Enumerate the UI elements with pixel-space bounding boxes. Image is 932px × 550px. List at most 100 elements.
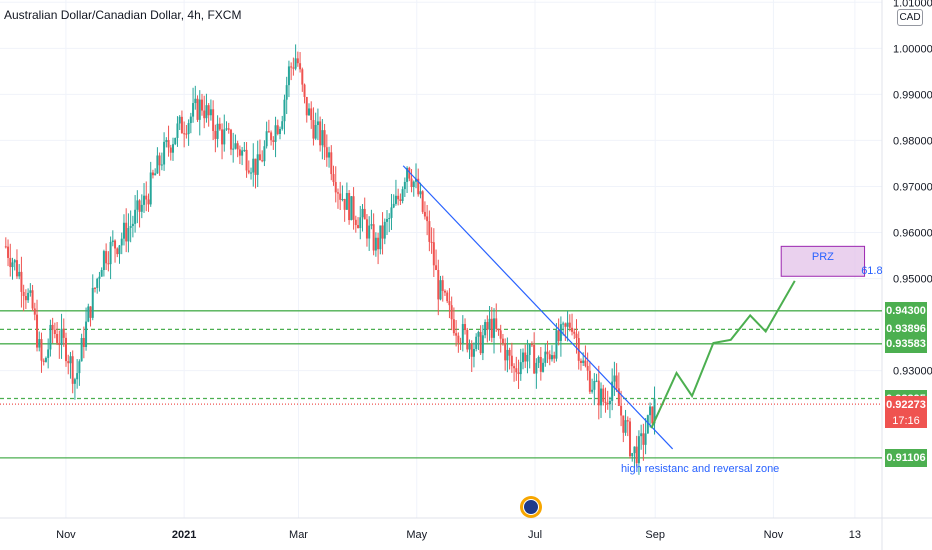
candle — [283, 94, 286, 135]
candle — [350, 195, 353, 221]
candle — [125, 208, 128, 253]
candle — [7, 239, 10, 267]
candle — [328, 146, 331, 168]
candle — [252, 143, 255, 187]
candle-body — [383, 221, 386, 239]
candle — [145, 181, 148, 212]
candle — [207, 103, 210, 127]
candle — [305, 96, 308, 123]
candle — [379, 225, 382, 255]
candle-body — [606, 402, 609, 405]
candle-body — [100, 270, 103, 277]
candle-body — [555, 330, 558, 359]
candle — [357, 217, 360, 229]
candle — [600, 382, 603, 418]
candle — [279, 126, 282, 140]
candle — [314, 112, 317, 140]
candle — [89, 306, 92, 327]
candle-body — [279, 128, 282, 134]
candle — [58, 330, 61, 359]
candle — [96, 277, 99, 294]
candle — [209, 99, 212, 121]
candle-body — [443, 290, 446, 293]
candle-body — [183, 133, 186, 135]
y-tick-label: 0.95000 — [893, 274, 932, 286]
candle-body — [548, 354, 551, 360]
candle-body — [517, 372, 520, 375]
candle-body — [196, 98, 199, 120]
candle — [435, 249, 438, 271]
candle — [359, 205, 362, 240]
candle — [330, 145, 333, 181]
candle-body — [265, 131, 268, 147]
candle-body — [334, 182, 337, 193]
candle — [533, 332, 536, 374]
candle-body — [169, 147, 172, 153]
candle — [622, 415, 625, 443]
candle-body — [559, 324, 562, 341]
candle — [198, 90, 201, 136]
candle-body — [553, 355, 556, 359]
y-tick-label: 1.01000 — [893, 0, 932, 9]
x-tick-label: Mar — [289, 529, 308, 541]
candle — [149, 161, 152, 207]
candle-body — [120, 238, 123, 246]
candle — [151, 169, 154, 179]
candle-body — [47, 349, 50, 358]
currency-badge[interactable]: CAD — [897, 9, 923, 26]
price-label-01106: 0.91106 — [885, 448, 927, 467]
candle-body — [27, 292, 30, 301]
candle-body — [13, 260, 16, 263]
candle — [475, 333, 478, 352]
candle — [42, 358, 45, 366]
candle — [11, 257, 14, 280]
candle-body — [118, 245, 121, 255]
candle-body — [76, 373, 79, 380]
candle — [495, 303, 498, 332]
candle-body — [165, 140, 168, 142]
candle-body — [7, 246, 10, 258]
author-avatar-icon[interactable] — [520, 496, 542, 518]
candle-body — [252, 158, 255, 173]
candle — [325, 134, 328, 167]
candle-body — [200, 99, 203, 111]
candle-body — [151, 172, 154, 176]
candle — [281, 115, 284, 131]
candle — [272, 136, 275, 150]
candle — [238, 145, 241, 165]
candle — [243, 141, 246, 152]
candle-body — [11, 262, 14, 268]
candle — [468, 339, 471, 360]
candle-body — [285, 85, 288, 100]
candle — [93, 287, 96, 293]
candle-body — [368, 225, 371, 239]
candle — [510, 342, 513, 373]
candle — [408, 166, 411, 182]
candle — [241, 146, 244, 166]
candle-body — [497, 328, 500, 331]
candle — [143, 183, 146, 213]
candle-body — [149, 172, 152, 205]
candle — [568, 314, 571, 332]
candle — [448, 288, 451, 319]
candle-body — [653, 398, 656, 424]
candle — [595, 373, 598, 383]
candle-body — [435, 265, 438, 271]
candle-body — [283, 99, 286, 122]
candle-body — [439, 280, 442, 300]
candle — [247, 160, 250, 175]
candle-body — [247, 170, 250, 173]
candle-body — [620, 405, 623, 416]
candle-body — [343, 199, 346, 210]
candle-body — [131, 223, 134, 227]
candle — [4, 237, 7, 249]
symbol-title: Australian Dollar/Canadian Dollar, 4h, F… — [4, 8, 242, 22]
candle-body — [446, 292, 449, 302]
candle — [615, 363, 618, 393]
candle — [71, 350, 74, 394]
candle — [98, 271, 101, 292]
candle-body — [192, 103, 195, 117]
candle — [361, 204, 364, 232]
candle — [80, 333, 83, 362]
